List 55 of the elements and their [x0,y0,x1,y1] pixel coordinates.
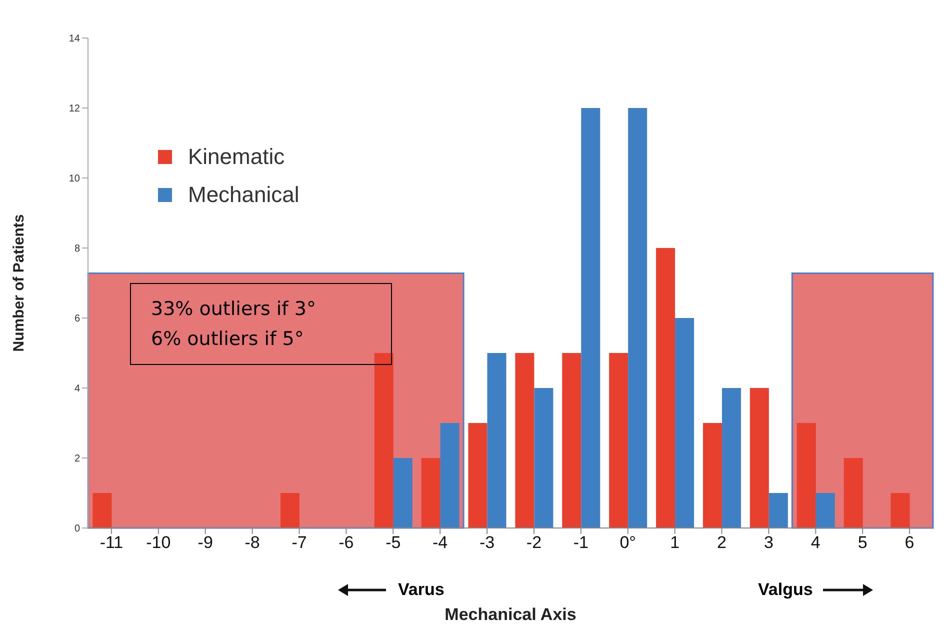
y-tick-label: 2 [74,454,80,465]
bar [374,353,394,528]
legend-label: Mechanical [188,181,300,209]
bar [581,108,600,528]
bar [609,353,628,528]
bar [487,353,506,528]
bar [92,493,112,528]
bar [890,493,910,528]
legend-label: Kinematic [188,143,285,171]
x-tick-label: -2 [526,533,542,552]
bar [702,423,722,528]
bar [628,108,648,528]
y-tick-label: 10 [68,174,80,185]
x-tick-label: -9 [198,533,213,552]
x-tick-label: 3 [764,533,774,552]
bar [534,388,554,528]
y-tick-label: 8 [74,244,80,255]
x-tick-label: -6 [338,533,354,552]
y-tick-label: 12 [68,104,80,115]
bar [844,458,863,528]
text: Varus [398,580,444,600]
bar [421,458,440,528]
x-tick-label: -5 [386,533,401,552]
x-tick-label: 1 [670,533,680,552]
x-tick-label: 4 [810,533,820,552]
bar [562,353,582,528]
x-tick-label: -11 [100,533,124,552]
bar [675,318,694,528]
y-tick-label: 14 [68,34,80,45]
bar [280,493,300,528]
y-axis-title: Number of Patients [10,214,28,352]
x-tick-label: 0° [620,533,636,552]
x-tick-label: 5 [858,533,868,552]
x-tick-label: -1 [573,533,588,552]
y-tick-label: 4 [74,384,80,395]
bar [468,423,488,528]
x-tick-label: 2 [717,533,726,552]
x-tick-label: -3 [479,533,495,552]
bar [515,353,534,528]
bar [722,388,741,528]
annotation: 33% outliers if 3° [151,297,317,322]
y-tick-label: 0 [74,524,80,535]
x-tick-label: 6 [904,533,914,552]
bar [768,493,788,528]
x-tick-label: -8 [244,533,260,552]
bar [750,388,769,528]
annotation: 6% outliers if 5° [151,327,305,352]
x-tick-label: -10 [146,533,171,552]
x-tick-label: -4 [432,533,448,552]
x-axis-title: Mechanical Axis [444,605,576,624]
bar [796,423,816,528]
text: Valgus [758,580,813,600]
x-tick-label: -7 [292,533,307,552]
y-tick-label: 6 [74,314,80,325]
bar [656,248,676,528]
